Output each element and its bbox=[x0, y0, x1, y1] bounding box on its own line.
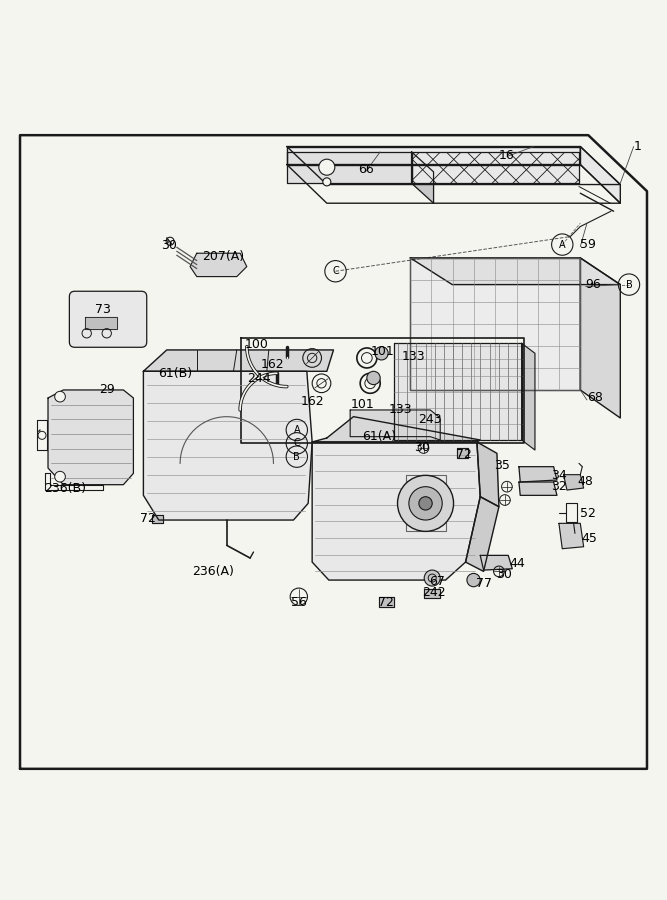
Text: 30: 30 bbox=[161, 238, 177, 252]
Circle shape bbox=[419, 497, 432, 510]
Text: 68: 68 bbox=[587, 392, 603, 404]
Text: 66: 66 bbox=[358, 164, 374, 176]
Text: 162: 162 bbox=[260, 358, 284, 371]
Polygon shape bbox=[85, 317, 117, 328]
Text: 72: 72 bbox=[378, 596, 394, 608]
Polygon shape bbox=[312, 417, 480, 442]
Text: B: B bbox=[293, 452, 300, 462]
Polygon shape bbox=[143, 372, 312, 520]
Polygon shape bbox=[410, 258, 580, 390]
Polygon shape bbox=[522, 343, 535, 450]
Polygon shape bbox=[241, 338, 524, 444]
Text: 16: 16 bbox=[499, 148, 515, 162]
Text: 59: 59 bbox=[580, 238, 596, 251]
Polygon shape bbox=[424, 589, 440, 598]
Text: 61(A): 61(A) bbox=[362, 430, 396, 443]
Text: 30: 30 bbox=[414, 442, 430, 454]
Text: 207(A): 207(A) bbox=[202, 250, 244, 263]
Polygon shape bbox=[477, 442, 499, 507]
Polygon shape bbox=[519, 482, 557, 495]
Text: 242: 242 bbox=[422, 586, 446, 598]
Text: 236(A): 236(A) bbox=[193, 565, 234, 578]
Polygon shape bbox=[412, 152, 434, 203]
Circle shape bbox=[323, 178, 331, 186]
Circle shape bbox=[398, 475, 454, 531]
Text: 52: 52 bbox=[580, 507, 596, 520]
Text: 72: 72 bbox=[140, 511, 156, 525]
Text: 244: 244 bbox=[247, 372, 271, 385]
Circle shape bbox=[467, 573, 480, 587]
Polygon shape bbox=[394, 343, 522, 440]
Text: 1: 1 bbox=[634, 140, 642, 153]
Circle shape bbox=[55, 472, 65, 482]
Circle shape bbox=[409, 487, 442, 520]
Circle shape bbox=[424, 570, 440, 586]
Polygon shape bbox=[559, 524, 584, 549]
Text: 101: 101 bbox=[370, 346, 394, 358]
Text: 48: 48 bbox=[578, 475, 594, 488]
Text: 73: 73 bbox=[95, 303, 111, 317]
Text: A: A bbox=[559, 239, 566, 249]
Text: 77: 77 bbox=[476, 577, 492, 590]
Polygon shape bbox=[564, 474, 584, 490]
Text: 30: 30 bbox=[496, 568, 512, 581]
Polygon shape bbox=[152, 516, 163, 524]
Polygon shape bbox=[312, 442, 480, 580]
Circle shape bbox=[375, 346, 388, 360]
Polygon shape bbox=[410, 258, 620, 284]
Text: 96: 96 bbox=[586, 278, 602, 291]
Text: 133: 133 bbox=[402, 350, 426, 363]
Circle shape bbox=[367, 372, 380, 384]
Text: 243: 243 bbox=[418, 413, 442, 427]
Circle shape bbox=[55, 392, 65, 402]
Polygon shape bbox=[580, 258, 620, 418]
Polygon shape bbox=[143, 350, 334, 372]
Text: C: C bbox=[293, 438, 300, 448]
Text: C: C bbox=[332, 266, 339, 276]
Text: 34: 34 bbox=[551, 469, 567, 482]
Text: 35: 35 bbox=[494, 459, 510, 472]
Polygon shape bbox=[48, 390, 133, 485]
Text: 56: 56 bbox=[291, 596, 307, 608]
Polygon shape bbox=[287, 147, 580, 165]
Text: 162: 162 bbox=[300, 395, 324, 408]
Text: B: B bbox=[626, 280, 632, 290]
Polygon shape bbox=[412, 152, 579, 184]
FancyBboxPatch shape bbox=[69, 292, 147, 347]
Polygon shape bbox=[190, 253, 247, 276]
Polygon shape bbox=[287, 152, 412, 184]
Polygon shape bbox=[350, 410, 440, 440]
Text: 32: 32 bbox=[551, 481, 567, 493]
Text: 100: 100 bbox=[245, 338, 269, 351]
Text: 72: 72 bbox=[456, 448, 472, 461]
Circle shape bbox=[319, 159, 335, 176]
Polygon shape bbox=[379, 597, 394, 607]
Polygon shape bbox=[519, 467, 557, 482]
Polygon shape bbox=[287, 165, 620, 203]
Polygon shape bbox=[287, 147, 620, 184]
Text: 133: 133 bbox=[388, 403, 412, 417]
Text: 45: 45 bbox=[581, 532, 597, 544]
Polygon shape bbox=[580, 147, 620, 203]
Polygon shape bbox=[20, 135, 647, 769]
Polygon shape bbox=[457, 448, 468, 458]
Polygon shape bbox=[480, 555, 512, 570]
Text: A: A bbox=[293, 425, 300, 435]
Text: 67: 67 bbox=[429, 575, 445, 588]
Text: 101: 101 bbox=[350, 398, 374, 411]
Text: 61(B): 61(B) bbox=[157, 367, 192, 380]
Text: 44: 44 bbox=[509, 557, 525, 570]
Text: 29: 29 bbox=[99, 383, 115, 397]
Polygon shape bbox=[466, 497, 499, 572]
Text: 236(B): 236(B) bbox=[44, 482, 85, 494]
